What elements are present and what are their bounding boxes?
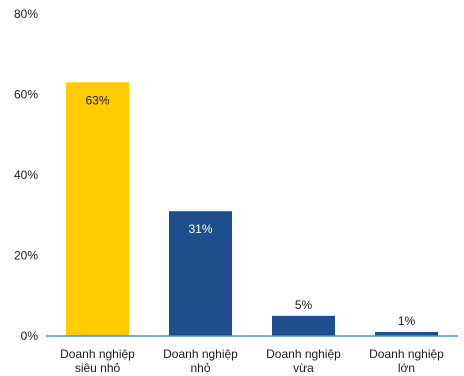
bar [66,82,129,336]
category-label: Doanh nghiệp vừa [266,347,341,375]
data-labels: 63% 31% 5% 1% [85,93,415,328]
category-labels: Doanh nghiệp siêu nhỏ Doanh nghiệp nhỏ Doanh… [60,347,444,375]
data-label: 5% [295,298,313,312]
category-label: Doanh nghiệp siêu nhỏ [60,347,135,375]
y-tick-label: 60% [14,88,38,102]
category-label: Doanh nghiệp nhỏ [163,347,238,375]
data-label: 1% [398,314,416,328]
category-label: Doanh nghiệp lớn [369,347,444,375]
data-label: 31% [188,222,212,236]
y-tick-label: 0% [21,329,39,343]
bar [375,331,438,336]
y-tick-label: 40% [14,168,38,182]
bars [66,82,438,336]
y-tick-label: 20% [14,249,38,263]
y-tick-label: 80% [14,7,38,21]
bar [272,315,335,336]
y-axis-ticks: 0% 20% 40% 60% 80% [14,7,38,343]
data-label: 63% [85,93,109,107]
bar [169,211,232,336]
